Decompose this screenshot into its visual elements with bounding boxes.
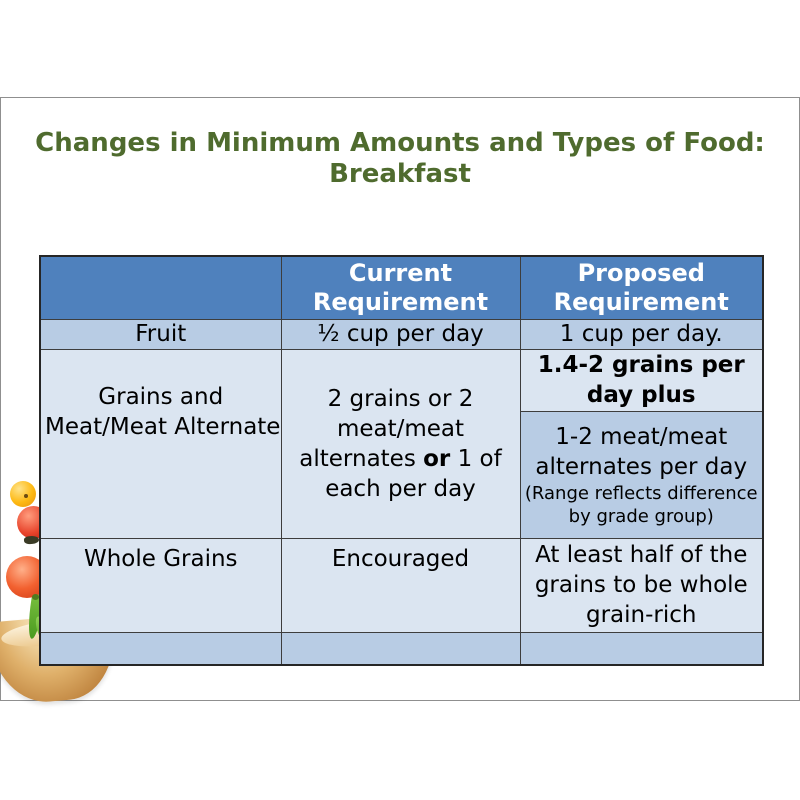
empty-row xyxy=(39,631,764,666)
header-current-line1: Current xyxy=(348,258,453,287)
fruit-current-cell: ½ cup per day xyxy=(280,318,521,350)
grains-current-text-end: 1 of each per day xyxy=(325,445,502,502)
grains-current-text-start: 2 grains or 2 meat/meat alternates xyxy=(299,385,474,472)
slide-title-line2: Breakfast xyxy=(329,159,471,189)
grains-row-lower: 1-2 meat/meat alternates per day (Range … xyxy=(40,410,764,539)
slide-title-line1: Changes in Minimum Amounts and Types of … xyxy=(35,128,765,158)
grains-proposed-grains-cell: 1.4-2 grains per day plus xyxy=(519,348,764,412)
grains-row-upper: Grains and Meat/Meat Alternates 2 grains… xyxy=(39,348,764,539)
yellow-tomato-dot xyxy=(24,494,28,498)
header-current-line2: Requirement xyxy=(312,287,489,316)
fruit-row: Fruit ½ cup per day 1 cup per day. xyxy=(39,318,764,350)
header-cell-proposed: Proposed Requirement xyxy=(519,255,764,320)
header-proposed-line2: Requirement xyxy=(553,287,729,316)
header-cell-current: Current Requirement xyxy=(280,255,521,320)
fruit-category-cell: Fruit xyxy=(39,318,282,350)
tomato-stem-dot xyxy=(32,594,39,600)
grains-proposed-meat-text: 1-2 meat/meat alternates per day xyxy=(535,423,748,480)
grains-category-line2: Meat/Meat Alternates xyxy=(45,413,281,440)
grains-current-text-bold-or: or xyxy=(423,445,451,472)
fruit-proposed-cell: 1 cup per day. xyxy=(519,318,764,350)
whole-grains-category-cell: Whole Grains xyxy=(39,537,282,633)
header-proposed-line1: Proposed xyxy=(577,258,705,287)
yellow-tomato xyxy=(10,481,36,507)
grains-proposed-meat-cell: 1-2 meat/meat alternates per day (Range … xyxy=(519,410,764,539)
grains-category-line1: Grains and xyxy=(98,383,224,410)
grains-current-cell: 2 grains or 2 meat/meat alternates or 1 … xyxy=(280,348,521,539)
slide-title: Changes in Minimum Amounts and Types of … xyxy=(0,128,800,190)
tomato-calyx xyxy=(23,535,40,545)
grains-category-cell: Grains and Meat/Meat Alternates xyxy=(39,348,282,539)
header-cell-category xyxy=(39,255,282,320)
whole-grains-current-cell: Encouraged xyxy=(280,537,521,633)
empty-proposed-cell xyxy=(519,631,764,666)
header-row: Current Requirement Proposed Requirement xyxy=(39,255,764,320)
empty-current-cell xyxy=(280,631,521,666)
whole-grains-proposed-cell: At least half of the grains to be whole … xyxy=(519,537,764,633)
grains-proposed-meat-note: (Range reflects difference by grade grou… xyxy=(524,482,758,527)
breakfast-requirements-table: Current Requirement Proposed Requirement… xyxy=(39,255,764,666)
whole-grains-row: Whole Grains Encouraged At least half of… xyxy=(39,537,764,633)
empty-category-cell xyxy=(39,631,282,666)
